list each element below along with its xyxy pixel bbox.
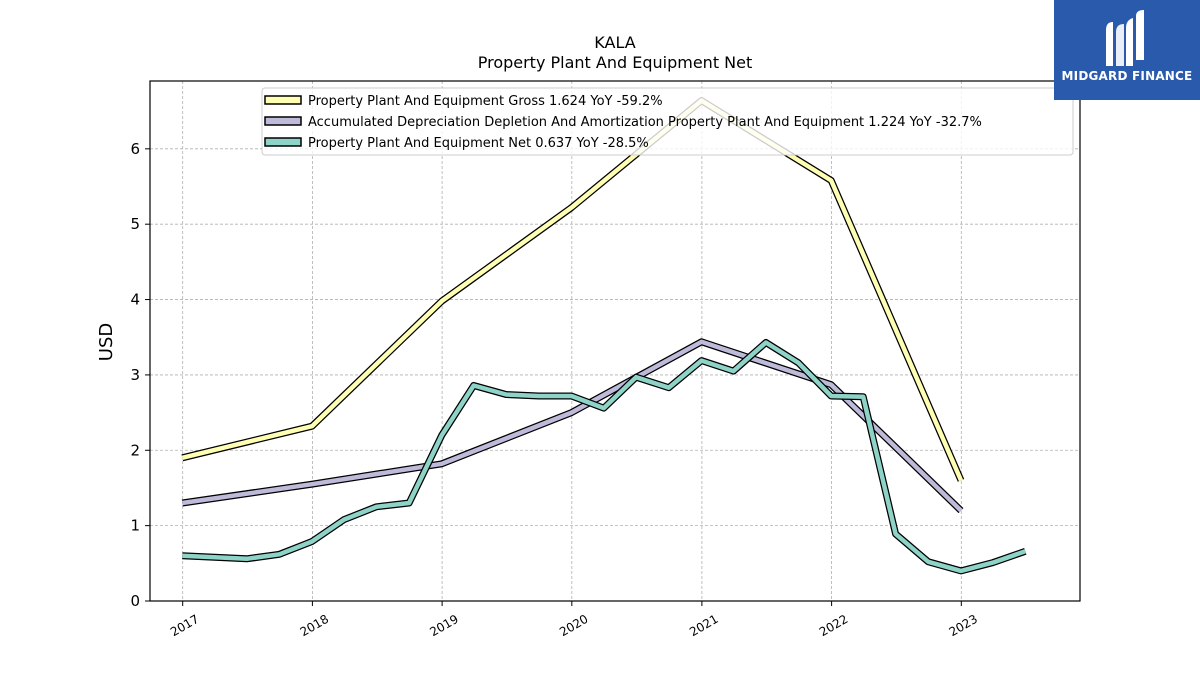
chart-subtitle: Property Plant And Equipment Net <box>478 53 753 72</box>
series-stroke <box>181 98 964 482</box>
series-stroke <box>181 339 963 513</box>
legend-label: Accumulated Depreciation Depletion And A… <box>308 115 982 130</box>
x-tick-label: 2019 <box>427 612 460 639</box>
logo-icon <box>1106 10 1144 66</box>
brand-logo: MIDGARD FINANCE <box>1054 0 1200 100</box>
legend-swatch <box>264 95 302 105</box>
y-tick-label: 6 <box>130 140 140 158</box>
axes: 0 1 2 3 4 5 6 2017 2018 2019 2020 2021 2022 2023 <box>130 140 980 639</box>
legend-label: Property Plant And Equipment Gross 1.624… <box>308 94 663 109</box>
plot-frame <box>149 80 1081 602</box>
y-tick-label: 1 <box>130 517 140 535</box>
y-tick-label: 5 <box>130 215 140 233</box>
series-line-1 <box>181 97 965 482</box>
legend-swatch <box>264 137 302 147</box>
chart-title: KALA <box>594 33 635 52</box>
legend-item-2: Accumulated Depreciation Depletion And A… <box>264 115 982 130</box>
x-tick-label: 2021 <box>687 612 720 639</box>
y-tick-label: 4 <box>130 291 140 309</box>
legend-swatch <box>264 116 302 126</box>
series-layer <box>181 97 1027 575</box>
legend-item-1: Property Plant And Equipment Gross 1.624… <box>264 94 663 109</box>
series-line-3 <box>182 339 1027 575</box>
series-stroke <box>182 340 1027 574</box>
legend-item-3: Property Plant And Equipment Net 0.637 Y… <box>264 136 649 151</box>
legend-box <box>261 87 1074 156</box>
legend-label: Property Plant And Equipment Net 0.637 Y… <box>308 136 649 151</box>
logo-text: MIDGARD FINANCE <box>1061 69 1193 83</box>
x-tick-label: 2017 <box>168 612 201 639</box>
legend: Property Plant And Equipment Gross 1.624… <box>261 87 1074 156</box>
x-tick-label: 2018 <box>298 612 331 639</box>
series-line-2 <box>181 338 964 514</box>
y-axis-label: USD <box>96 323 117 361</box>
x-tick-label: 2020 <box>557 612 590 639</box>
x-tick-label: 2023 <box>947 612 980 639</box>
y-tick-label: 3 <box>130 366 140 384</box>
y-tick-label: 0 <box>130 592 140 610</box>
gridlines <box>150 81 1080 602</box>
y-tick-label: 2 <box>130 441 140 459</box>
x-tick-label: 2022 <box>817 612 850 639</box>
